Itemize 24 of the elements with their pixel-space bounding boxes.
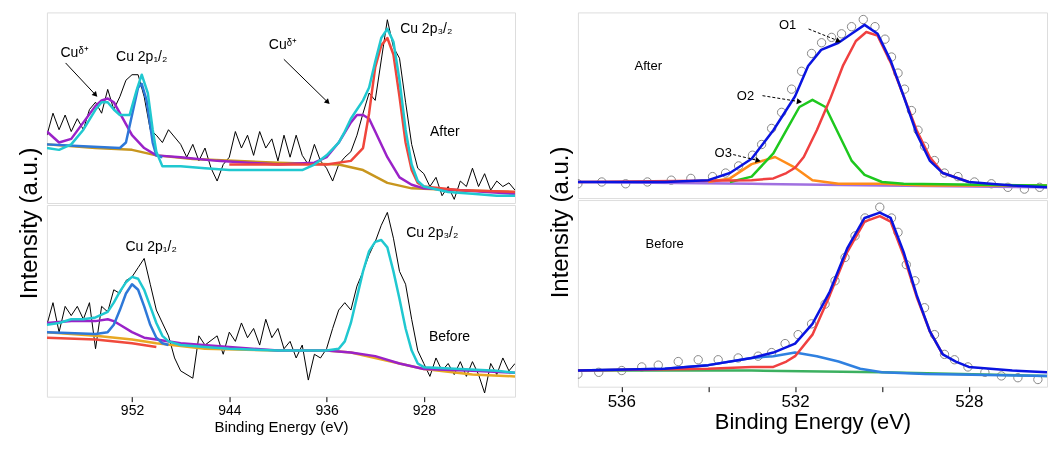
annotation: Before xyxy=(428,328,471,345)
annotation: O3 xyxy=(714,144,732,160)
annotation: Before xyxy=(645,235,684,251)
annotation: Cu 2p₃/₂ xyxy=(400,19,453,36)
x-tick-label: 536 xyxy=(607,392,636,412)
annotation: After xyxy=(634,58,663,74)
x-tick-label: 944 xyxy=(218,402,242,419)
x-tick-label: 936 xyxy=(315,402,339,419)
annotation: Cu 2p₁/₂ xyxy=(116,47,168,64)
x-tick-label: 928 xyxy=(412,402,437,419)
x-tick-label: 532 xyxy=(781,392,810,412)
annotation: After xyxy=(430,123,460,140)
x-axis-title: Binding Energy (eV) xyxy=(214,418,349,436)
annotation: O2 xyxy=(736,87,755,103)
y-axis-title: Intensity (a.u.) xyxy=(546,146,574,299)
annotation: O1 xyxy=(778,16,797,32)
x-tick-label: 528 xyxy=(955,392,984,412)
y-axis-title: Intensity (a.u.) xyxy=(15,147,43,300)
annotation: Cuᵟ⁺ xyxy=(268,36,297,53)
x-tick-label: 952 xyxy=(120,402,145,419)
x-axis-title: Binding Energy (eV) xyxy=(714,409,912,435)
annotation: Cuᵟ⁺ xyxy=(60,43,89,60)
annotation: Cu 2p₁/₂ xyxy=(125,238,177,255)
annotation: Cu 2p₃/₂ xyxy=(406,224,459,241)
